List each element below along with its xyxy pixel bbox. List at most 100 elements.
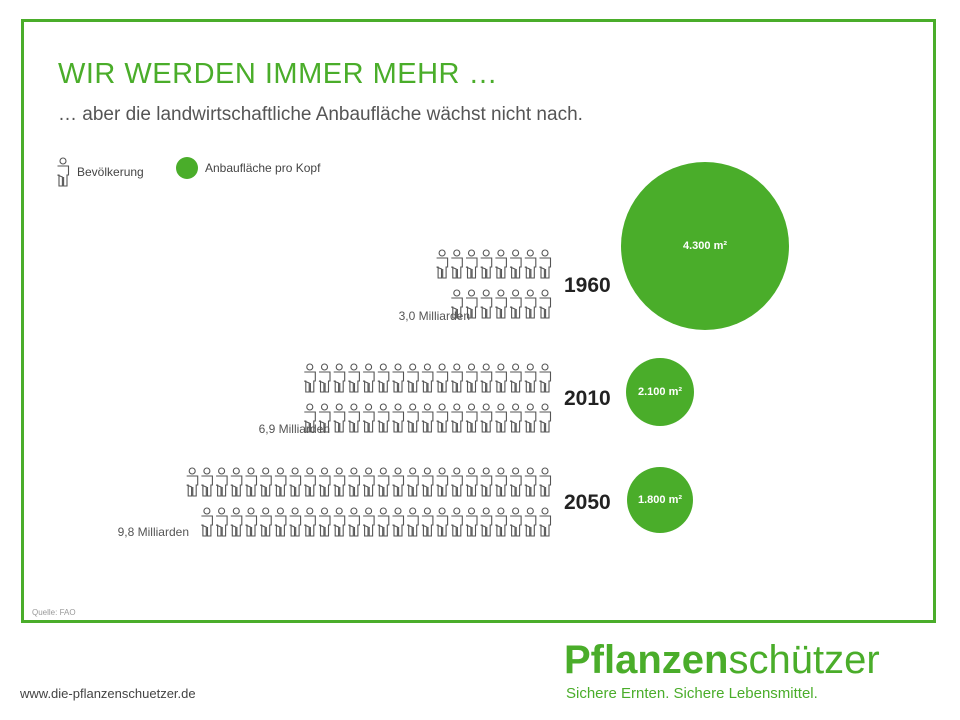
brand-tagline: Sichere Ernten. Sichere Lebensmittel. <box>566 685 818 702</box>
person-icon <box>377 467 390 497</box>
person-icon <box>362 467 375 497</box>
person-icon <box>480 249 493 279</box>
person-icon <box>201 467 213 497</box>
population-label-1960: 3,0 Milliarden <box>398 309 470 323</box>
infographic-frame <box>21 19 936 623</box>
person-icon <box>509 289 522 319</box>
page-title: WIR WERDEN IMMER MEHR … <box>58 58 499 90</box>
person-icon <box>421 403 434 433</box>
person-icon <box>362 403 375 433</box>
footer-url[interactable]: www.die-pflanzenschuetzer.de <box>20 686 196 701</box>
year-label-2010: 2010 <box>564 387 611 410</box>
person-icon <box>304 403 316 433</box>
brand-part-1: Pflanzen <box>564 638 729 682</box>
person-icon <box>362 507 375 537</box>
year-label-1960: 1960 <box>564 274 611 297</box>
person-icon <box>215 507 228 537</box>
legend-item-population: Bevölkerung <box>56 157 144 187</box>
person-icon <box>274 507 287 537</box>
person-icon <box>348 403 360 433</box>
person-icon <box>333 467 346 497</box>
person-icon <box>348 363 360 393</box>
legend-population-label: Bevölkerung <box>77 165 144 179</box>
area-label-2010: 2.100 m² <box>637 386 683 398</box>
area-label-2050: 1.800 m² <box>637 494 683 506</box>
person-icon <box>524 467 537 497</box>
legend-area-label: Anbaufläche pro Kopf <box>205 161 321 175</box>
year-label-2050: 2050 <box>564 491 611 514</box>
person-icon <box>524 249 537 279</box>
person-icon <box>495 467 507 497</box>
person-icon <box>436 507 449 537</box>
person-icon <box>465 249 478 279</box>
person-icon <box>318 467 331 497</box>
person-icon <box>304 507 316 537</box>
person-icon <box>436 363 449 393</box>
person-icon <box>333 403 346 433</box>
person-icon <box>524 289 537 319</box>
area-circle-1960: 4.300 m² <box>621 162 789 330</box>
person-icon <box>289 467 302 497</box>
area-circle-2050: 1.800 m² <box>627 467 693 533</box>
person-icon <box>392 403 405 433</box>
area-circle-2010: 2.100 m² <box>626 358 694 426</box>
person-icon <box>495 249 507 279</box>
person-icon <box>392 507 405 537</box>
person-icon <box>377 507 390 537</box>
person-icon <box>392 467 405 497</box>
person-icon <box>304 467 316 497</box>
person-icon <box>274 467 287 497</box>
person-icon <box>539 249 552 279</box>
person-icon <box>539 403 552 433</box>
person-icon <box>480 467 493 497</box>
person-icon <box>245 507 258 537</box>
person-icon <box>421 467 434 497</box>
person-icon <box>333 507 346 537</box>
person-icon <box>465 289 478 319</box>
person-icon <box>524 507 537 537</box>
person-icon <box>436 403 449 433</box>
person-icon <box>245 467 258 497</box>
person-icon <box>451 249 463 279</box>
person-icon <box>465 403 478 433</box>
person-icon <box>509 363 522 393</box>
person-icon <box>436 467 449 497</box>
person-icon <box>451 403 463 433</box>
person-icon <box>509 403 522 433</box>
person-icon <box>465 507 478 537</box>
person-icon <box>259 507 272 537</box>
legend-item-area: Anbaufläche pro Kopf <box>176 157 320 179</box>
person-icon <box>480 507 493 537</box>
person-icon <box>377 363 390 393</box>
person-icon <box>318 507 331 537</box>
person-icon <box>539 507 552 537</box>
person-icon <box>495 289 507 319</box>
person-icon <box>524 363 537 393</box>
person-icon <box>509 249 522 279</box>
person-icon <box>509 467 522 497</box>
person-icon <box>230 467 243 497</box>
person-icon <box>509 507 522 537</box>
legend-area-dot <box>176 157 198 179</box>
person-icon <box>259 467 272 497</box>
person-icon <box>348 507 360 537</box>
population-label-2010: 6,9 Milliarden <box>258 422 330 436</box>
population-pictogram-2050 <box>186 467 552 537</box>
person-icon <box>230 507 243 537</box>
person-icon <box>304 363 316 393</box>
person-icon <box>495 363 507 393</box>
person-icon <box>215 467 228 497</box>
person-icon <box>495 403 507 433</box>
person-icon <box>318 363 331 393</box>
person-icon <box>524 403 537 433</box>
person-icon <box>451 363 463 393</box>
person-icon <box>465 467 478 497</box>
person-icon <box>480 289 493 319</box>
person-icon <box>539 289 552 319</box>
person-icon <box>201 507 213 537</box>
person-icon <box>333 363 346 393</box>
person-icon <box>495 507 507 537</box>
person-icon <box>480 403 493 433</box>
person-icon <box>406 403 419 433</box>
person-icon <box>406 363 419 393</box>
